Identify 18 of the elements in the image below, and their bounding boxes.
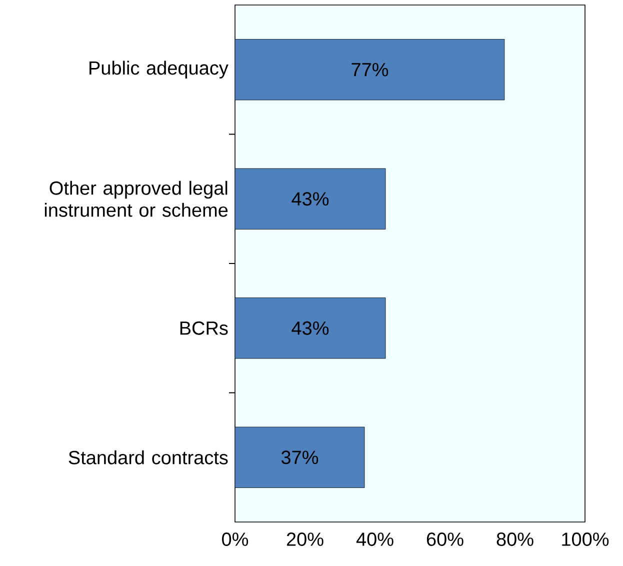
y-tick-label: Other approved legal instrument or scheme (44, 180, 228, 217)
x-tick-label: 20% (286, 532, 324, 546)
x-tick-label: 100% (562, 532, 609, 546)
data-label: 43% (292, 192, 329, 206)
y-tick-label: BCRs (180, 321, 228, 335)
data-label: 77% (352, 62, 388, 76)
bar (235, 168, 386, 230)
x-tick-label: 0% (222, 532, 248, 546)
x-tick-label: 40% (356, 532, 394, 546)
data-label: 37% (281, 450, 318, 464)
x-tick-label: 60% (426, 532, 464, 546)
data-label: 43% (292, 321, 329, 335)
bar (235, 298, 386, 359)
bar (235, 39, 505, 100)
x-tick-label: 80% (496, 532, 534, 546)
y-tick-label: Public adequacy (90, 60, 228, 78)
bar (235, 426, 365, 488)
y-tick-label: Standard contracts (68, 450, 228, 464)
